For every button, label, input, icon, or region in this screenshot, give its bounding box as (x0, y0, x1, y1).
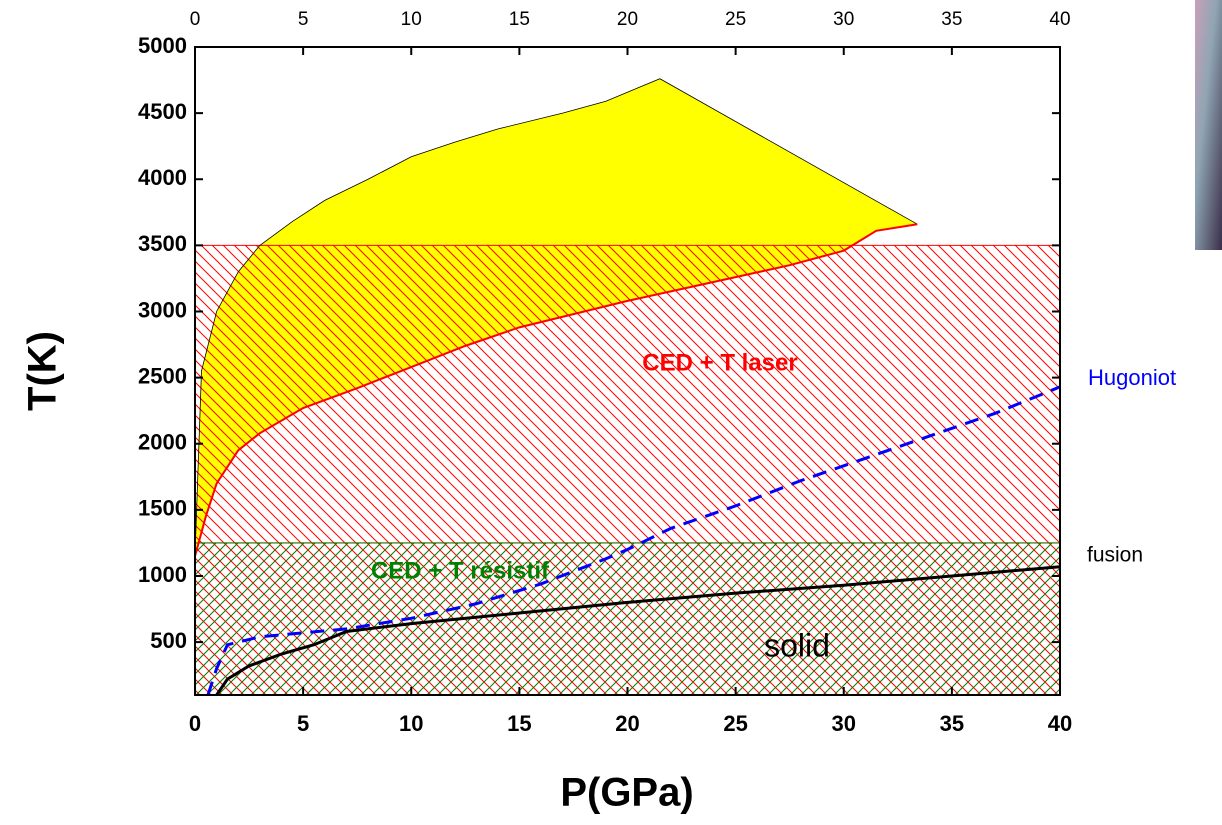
x-tick-label: 15 (507, 711, 531, 736)
chart: Isentrope des prodets CED + T laser CED + … (0, 0, 1222, 825)
x2-tick-label: 10 (401, 9, 422, 30)
x-tick-label: 0 (189, 711, 201, 736)
x-tick-label: 30 (832, 711, 856, 736)
y-tick-label: 500 (150, 628, 187, 653)
y-tick-label: 4000 (138, 165, 187, 190)
x2-tick-label: 20 (617, 9, 638, 30)
x-tick-label: 25 (723, 711, 747, 736)
x2-tick-label: 30 (833, 9, 854, 30)
photo-fragment (1195, 0, 1222, 250)
series-label: CED + T laser (642, 349, 797, 376)
x-tick-label: 40 (1048, 711, 1072, 736)
y-tick-label: 1000 (138, 562, 187, 587)
series-label: solid (764, 627, 830, 663)
y-tick-label: 4500 (138, 99, 187, 124)
y-tick-label: 1500 (138, 496, 187, 521)
x-tick-label: 35 (940, 711, 964, 736)
y-axis-title: T(K) (21, 331, 65, 411)
x-axis-title: P(GPa) (560, 771, 693, 815)
series-label: fusion (1087, 544, 1143, 567)
x-tick-label: 10 (399, 711, 423, 736)
y-tick-label: 2500 (138, 363, 187, 388)
x2-tick-label: 0 (190, 9, 201, 30)
hatched-region (195, 543, 1060, 695)
x2-tick-label: 5 (298, 9, 309, 30)
hatched-region (195, 245, 1060, 543)
series-label: CED + T résistif (371, 557, 550, 584)
series-label: Hugoniot (1088, 365, 1176, 390)
y-tick-label: 3500 (138, 231, 187, 256)
y-tick-label: 2000 (138, 430, 187, 455)
x2-tick-label: 40 (1049, 9, 1070, 30)
y-tick-label: 5000 (138, 33, 187, 58)
x-tick-label: 5 (297, 711, 309, 736)
x2-tick-label: 35 (941, 9, 962, 30)
x2-tick-label: 25 (725, 9, 746, 30)
plot-area: Isentrope des prodets CED + T laser CED + … (138, 9, 1176, 736)
x2-tick-label: 15 (509, 9, 530, 30)
series-label: Isentrope des prodets (519, 145, 751, 172)
x-tick-label: 20 (615, 711, 639, 736)
y-tick-label: 3000 (138, 297, 187, 322)
